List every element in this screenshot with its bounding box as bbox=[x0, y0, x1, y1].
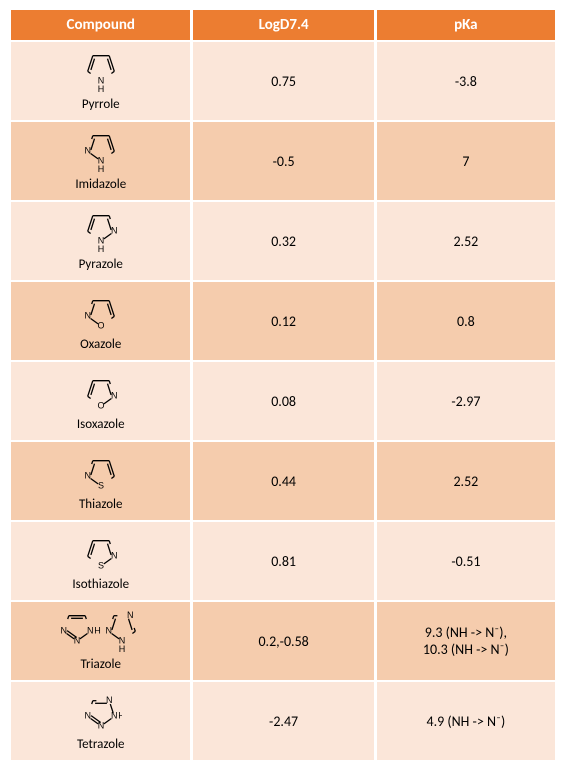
table-row: SN Thiazole 0.442.52 bbox=[11, 442, 555, 520]
svg-text:N: N bbox=[84, 470, 91, 480]
svg-text:H: H bbox=[97, 84, 104, 94]
compound-cell: NHN Imidazole bbox=[11, 122, 190, 200]
compound-name: Tetrazole bbox=[77, 737, 125, 752]
pka-value: 7 bbox=[377, 122, 555, 200]
svg-text:S: S bbox=[98, 480, 104, 490]
molecule-structure-icon: NNNNH bbox=[80, 691, 122, 735]
compound-name: Imidazole bbox=[75, 177, 126, 192]
table-header-row: Compound LogD7.4 pKa bbox=[11, 10, 555, 40]
table-row: NH Pyrrole 0.75-3.8 bbox=[11, 42, 555, 120]
compound-name: Isoxazole bbox=[77, 417, 125, 432]
compound-cell: NH Pyrrole bbox=[11, 42, 190, 120]
svg-text:N: N bbox=[60, 626, 66, 636]
pka-value: 9.3 (NH -> N⁻), 10.3 (NH -> N⁻) bbox=[377, 602, 555, 680]
logd-value: 0.81 bbox=[193, 522, 373, 600]
svg-text:N: N bbox=[84, 710, 91, 720]
molecule-structure-icon: NNNHNHNN bbox=[56, 611, 146, 655]
svg-text:H: H bbox=[94, 626, 101, 636]
column-header: LogD7.4 bbox=[193, 10, 373, 40]
compound-cell: NHN Pyrazole bbox=[11, 202, 190, 280]
column-header: pKa bbox=[377, 10, 555, 40]
svg-text:N: N bbox=[105, 626, 112, 636]
logd-value: -0.5 bbox=[193, 122, 373, 200]
table-row: NNNHNHNN Triazole 0.2,-0.589.3 (NH -> N⁻),… bbox=[11, 602, 555, 680]
compound-table: Compound LogD7.4 pKa NHPyrrole0.75-3.8NH… bbox=[8, 8, 558, 762]
compound-name: Triazole bbox=[81, 657, 121, 672]
molecule-structure-icon: NHN bbox=[80, 211, 122, 255]
svg-text:S: S bbox=[98, 560, 104, 570]
column-header: Compound bbox=[11, 10, 190, 40]
compound-name: Pyrazole bbox=[79, 257, 123, 272]
pka-value: 0.8 bbox=[377, 282, 555, 360]
table-row: NHN Imidazole -0.57 bbox=[11, 122, 555, 200]
svg-text:O: O bbox=[97, 400, 104, 410]
compound-cell: SN Isothiazole bbox=[11, 522, 190, 600]
molecule-structure-icon: ON bbox=[80, 291, 122, 335]
table-row: SN Isothiazole 0.81-0.51 bbox=[11, 522, 555, 600]
svg-text:N: N bbox=[84, 310, 91, 320]
svg-text:N: N bbox=[111, 390, 118, 400]
svg-text:N: N bbox=[84, 146, 91, 156]
svg-text:N: N bbox=[97, 720, 104, 730]
svg-text:N: N bbox=[111, 710, 118, 720]
pka-value: -2.97 bbox=[377, 362, 555, 440]
logd-value: 0.32 bbox=[193, 202, 373, 280]
compound-cell: NNNNHTetrazole bbox=[11, 682, 190, 760]
svg-text:H: H bbox=[97, 244, 104, 254]
logd-value: -2.47 bbox=[193, 682, 373, 760]
compound-name: Thiazole bbox=[79, 497, 123, 512]
svg-text:N: N bbox=[111, 226, 118, 236]
compound-cell: SN Thiazole bbox=[11, 442, 190, 520]
svg-text:N: N bbox=[73, 635, 80, 645]
compound-name: Isothiazole bbox=[72, 577, 129, 592]
table-row: ON Isoxazole 0.08-2.97 bbox=[11, 362, 555, 440]
molecule-structure-icon: NHN bbox=[80, 131, 122, 175]
logd-value: 0.12 bbox=[193, 282, 373, 360]
pka-value: -3.8 bbox=[377, 42, 555, 120]
svg-text:O: O bbox=[97, 320, 104, 330]
table-row: NNNNHTetrazole-2.474.9 (NH -> N⁻) bbox=[11, 682, 555, 760]
svg-text:H: H bbox=[97, 164, 104, 174]
svg-text:N: N bbox=[106, 695, 113, 705]
pka-value: 2.52 bbox=[377, 442, 555, 520]
compound-name: Oxazole bbox=[80, 337, 121, 352]
logd-value: 0.75 bbox=[193, 42, 373, 120]
molecule-structure-icon: SN bbox=[80, 531, 122, 575]
pka-value: -0.51 bbox=[377, 522, 555, 600]
table-row: NHN Pyrazole 0.322.52 bbox=[11, 202, 555, 280]
svg-text:H: H bbox=[118, 710, 122, 720]
logd-value: 0.2,-0.58 bbox=[193, 602, 373, 680]
compound-cell: NNNHNHNN Triazole bbox=[11, 602, 190, 680]
pka-value: 4.9 (NH -> N⁻) bbox=[377, 682, 555, 760]
molecule-structure-icon: NH bbox=[80, 51, 122, 95]
table-row: ON Oxazole 0.120.8 bbox=[11, 282, 555, 360]
logd-value: 0.44 bbox=[193, 442, 373, 520]
logd-value: 0.08 bbox=[193, 362, 373, 440]
molecule-structure-icon: SN bbox=[80, 451, 122, 495]
compound-cell: ON Isoxazole bbox=[11, 362, 190, 440]
compound-cell: ON Oxazole bbox=[11, 282, 190, 360]
pka-value: 2.52 bbox=[377, 202, 555, 280]
molecule-structure-icon: ON bbox=[80, 371, 122, 415]
svg-text:N: N bbox=[111, 550, 118, 560]
svg-text:N: N bbox=[127, 610, 134, 620]
compound-name: Pyrrole bbox=[82, 97, 120, 112]
svg-text:H: H bbox=[118, 644, 125, 654]
svg-text:N: N bbox=[87, 626, 94, 636]
